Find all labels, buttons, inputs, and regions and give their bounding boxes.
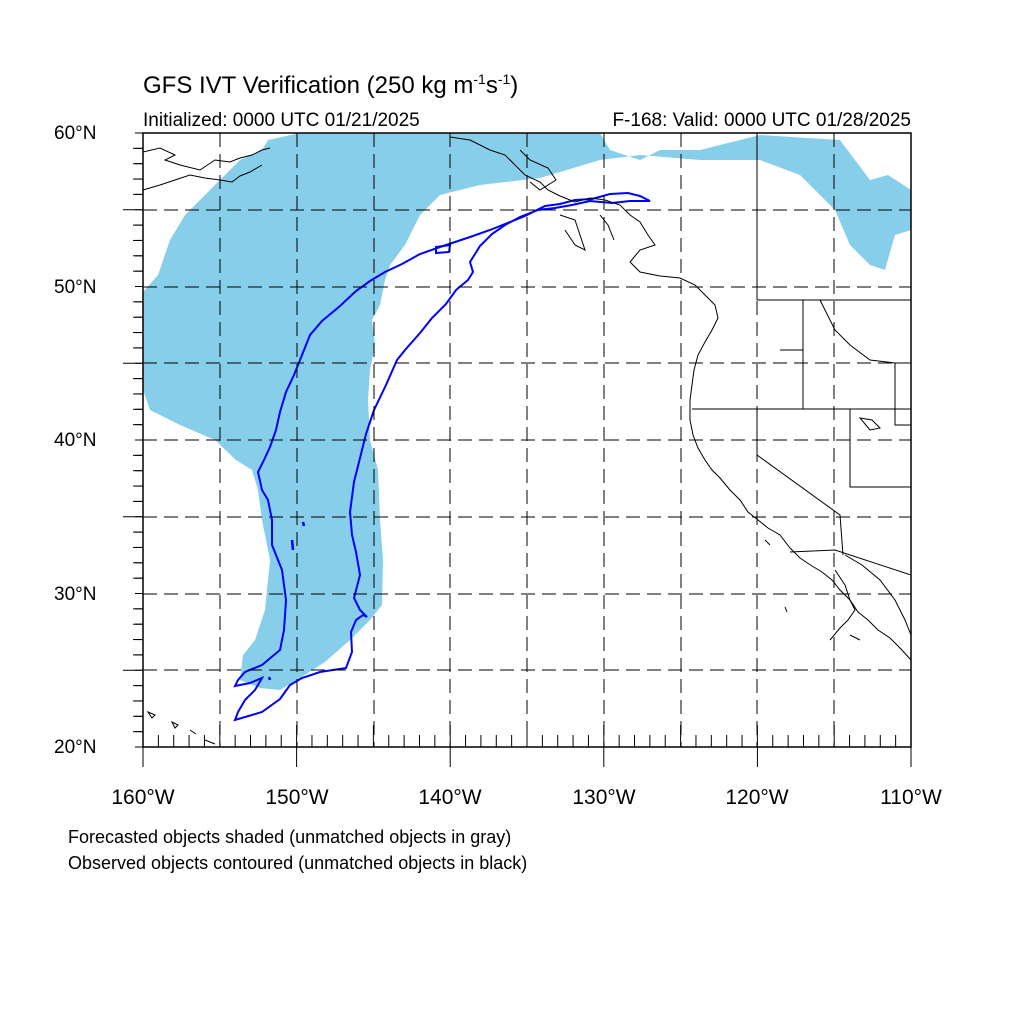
chart-title: GFS IVT Verification (250 kg m-1s-1): [143, 71, 519, 99]
observed-ivt-small-contour: [267, 521, 306, 681]
lat-label-20n: 20°N: [54, 737, 97, 758]
observed-note: Observed objects contoured (unmatched ob…: [68, 853, 528, 873]
lon-label-130w: 130°W: [572, 786, 636, 809]
axis-ticks: [123, 132, 912, 767]
forecast-note: Forecasted objects shaded (unmatched obj…: [68, 827, 512, 847]
valid-time-label: F-168: Valid: 0000 UTC 01/28/2025: [612, 110, 911, 131]
observed-ivt-contour: [233, 191, 651, 722]
forecast-ivt-object: [143, 133, 911, 690]
lon-label-110w: 110°W: [880, 786, 942, 809]
gridlines: [143, 133, 911, 747]
lat-label-40n: 40°N: [54, 430, 97, 451]
lon-label-120w: 120°W: [725, 786, 789, 809]
lat-label-60n: 60°N: [54, 123, 97, 144]
coastlines: [143, 133, 911, 745]
lon-label-140w: 140°W: [418, 786, 482, 809]
observed-ivt-small-contour: [435, 243, 452, 255]
lat-label-50n: 50°N: [54, 277, 97, 298]
init-time-label: Initialized: 0000 UTC 01/21/2025: [143, 110, 420, 131]
lat-label-30n: 30°N: [54, 584, 97, 605]
lon-label-160w: 160°W: [111, 786, 175, 809]
lon-label-150w: 150°W: [265, 786, 329, 809]
